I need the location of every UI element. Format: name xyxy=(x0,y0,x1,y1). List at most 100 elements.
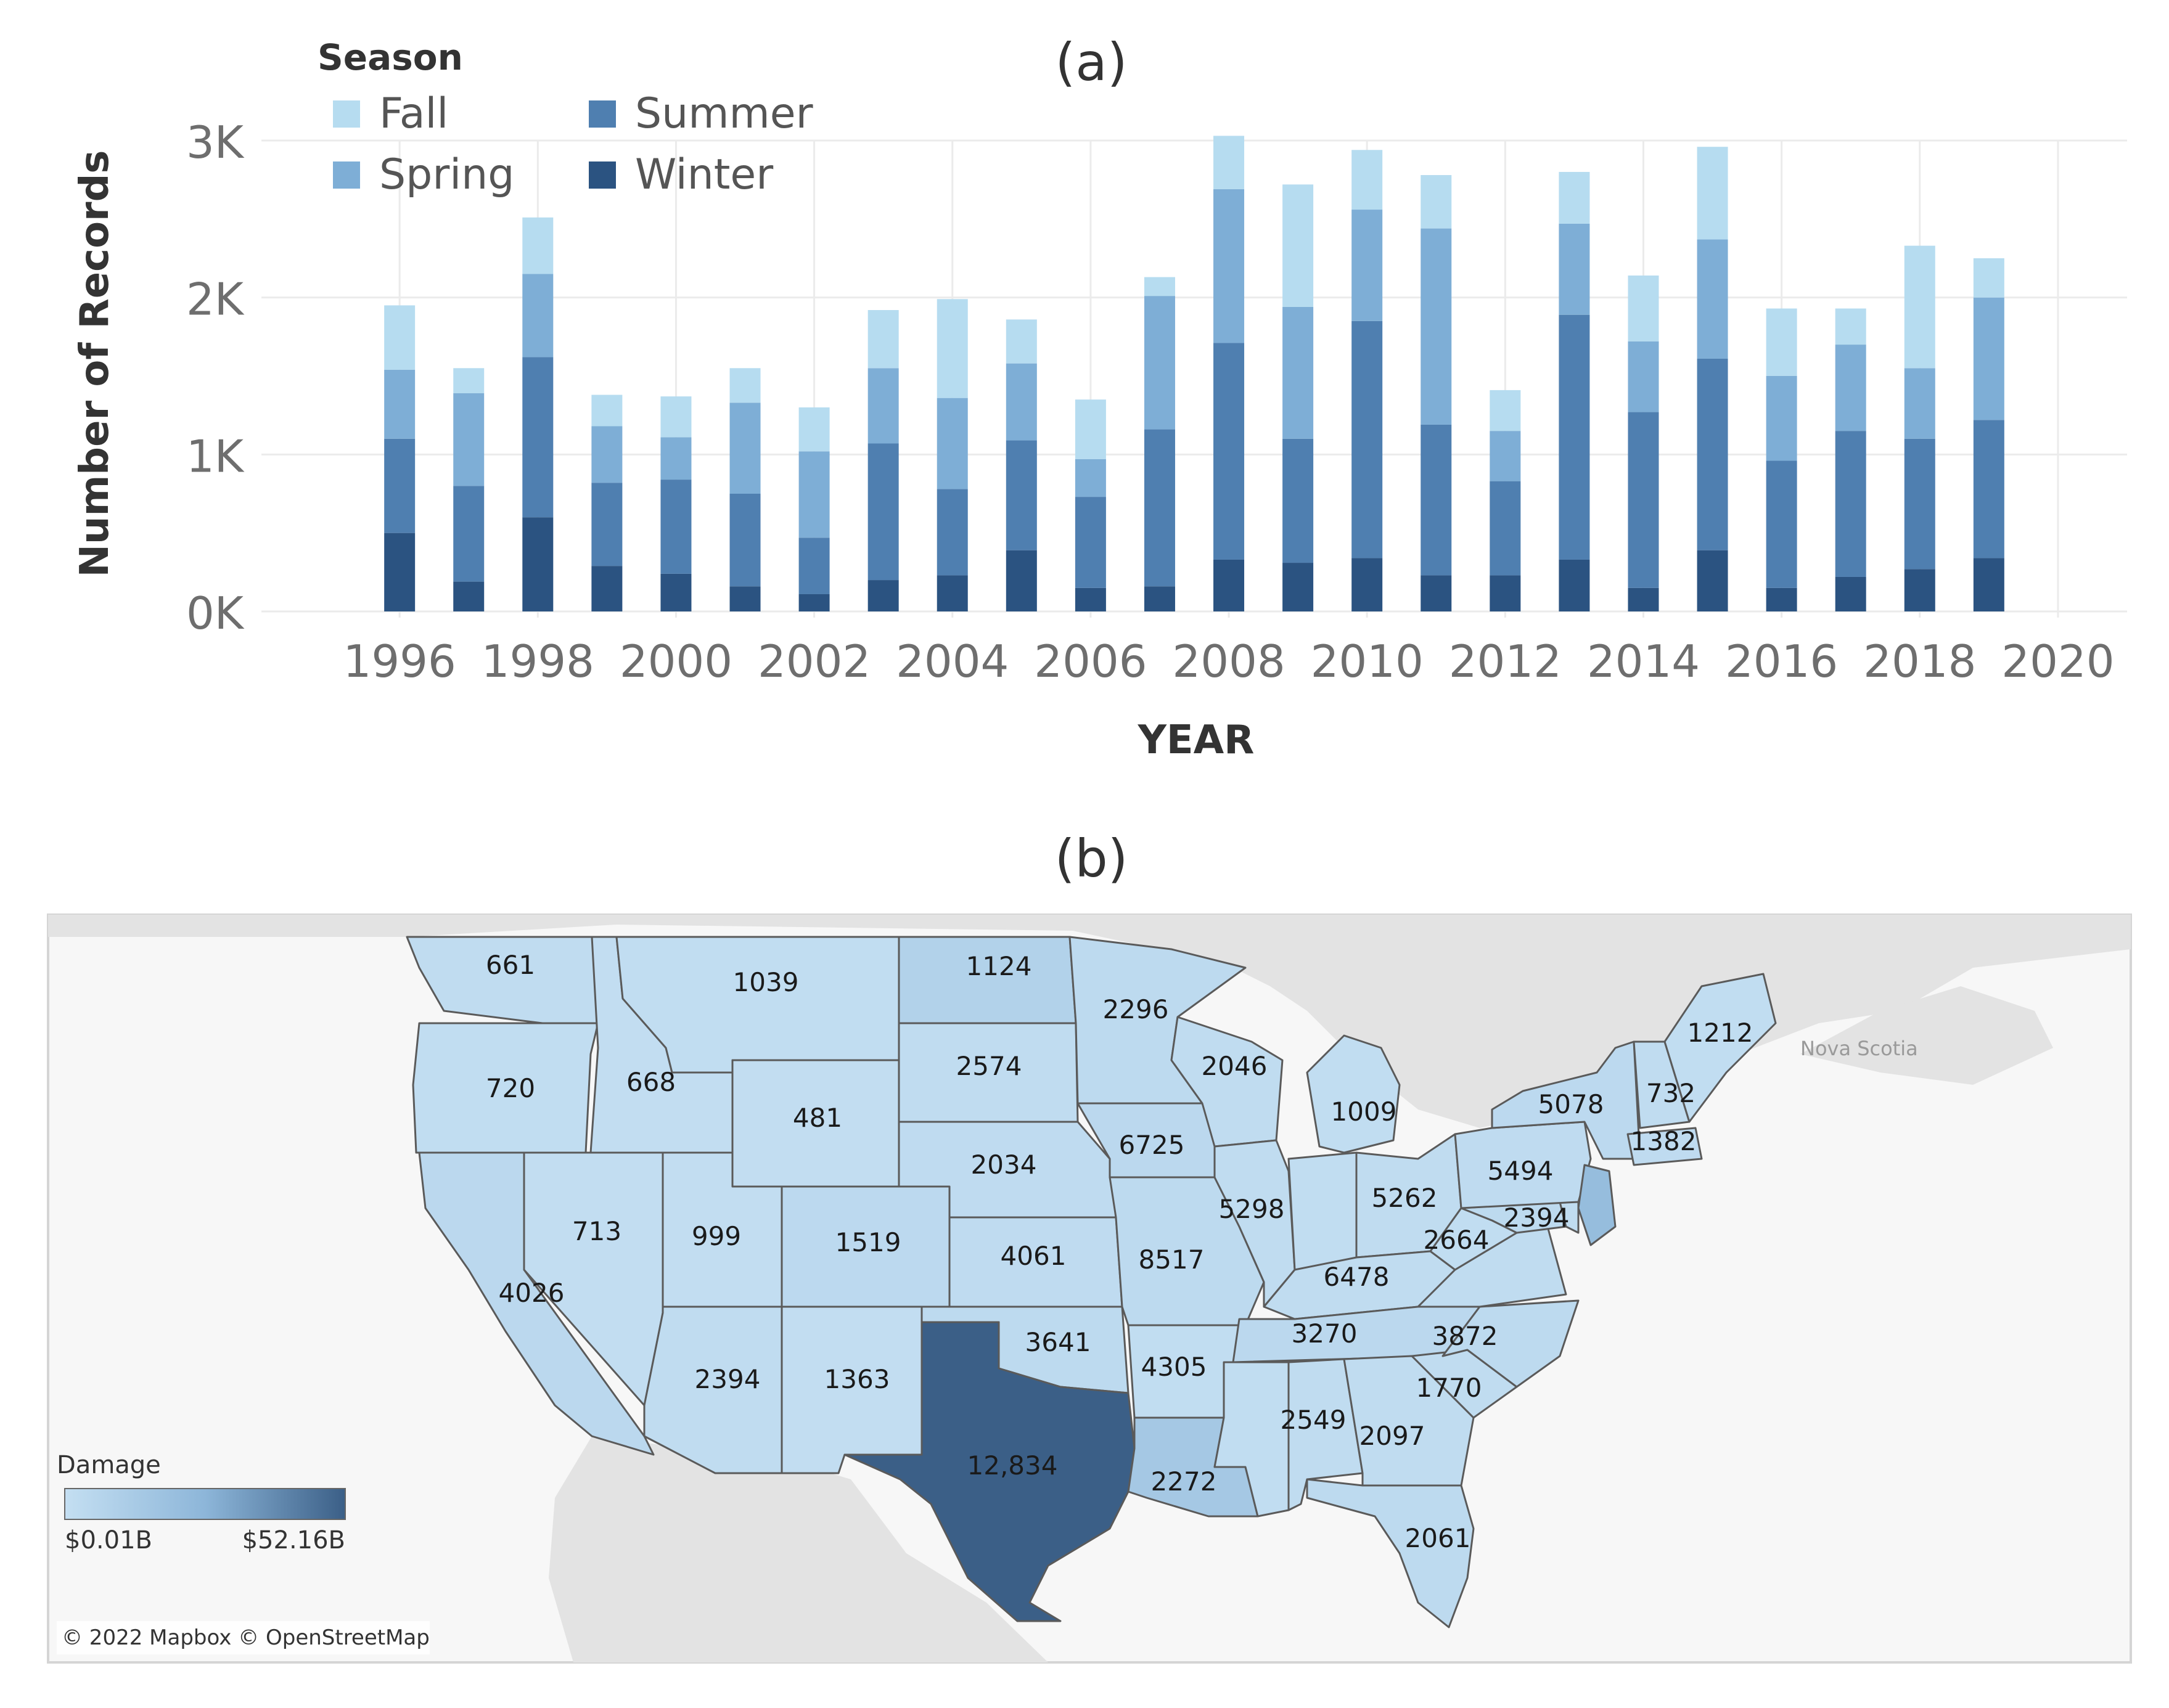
bar-segment-fall-2010[interactable] xyxy=(1351,150,1383,210)
bar-segment-spring-1996[interactable] xyxy=(384,369,416,439)
bar-segment-winter-2013[interactable] xyxy=(1559,559,1590,611)
bar-segment-spring-2000[interactable] xyxy=(660,437,692,480)
bar-segment-fall-1998[interactable] xyxy=(522,217,554,274)
bar-segment-spring-1998[interactable] xyxy=(522,274,554,358)
bar-segment-summer-1998[interactable] xyxy=(522,357,554,518)
bar-segment-summer-2016[interactable] xyxy=(1766,460,1797,588)
bar-segment-winter-2012[interactable] xyxy=(1490,575,1521,611)
bar-segment-spring-2017[interactable] xyxy=(1835,345,1866,431)
attribution[interactable]: © 2022 Mapbox © OpenStreetMap xyxy=(57,1621,430,1654)
bar-segment-winter-1999[interactable] xyxy=(591,566,623,611)
bar-segment-summer-2012[interactable] xyxy=(1490,481,1521,576)
bar-segment-winter-2011[interactable] xyxy=(1421,575,1452,611)
bar-segment-fall-1999[interactable] xyxy=(591,394,623,427)
bar-segment-summer-2015[interactable] xyxy=(1697,358,1728,550)
bar-segment-summer-2006[interactable] xyxy=(1075,497,1106,588)
state-texas[interactable] xyxy=(843,1321,1136,1622)
bar-segment-fall-2004[interactable] xyxy=(937,299,968,398)
bar-segment-winter-2007[interactable] xyxy=(1144,586,1175,611)
state-wisconsin[interactable] xyxy=(1170,1016,1284,1148)
bar-segment-fall-2006[interactable] xyxy=(1075,399,1106,459)
bar-segment-summer-2002[interactable] xyxy=(798,537,830,594)
state-maine[interactable] xyxy=(1663,973,1777,1123)
bar-segment-winter-2001[interactable] xyxy=(729,586,761,611)
bar-segment-fall-2008[interactable] xyxy=(1213,136,1245,189)
state-michigan[interactable] xyxy=(1306,1034,1401,1154)
bar-segment-summer-2010[interactable] xyxy=(1351,321,1383,558)
bar-segment-summer-2014[interactable] xyxy=(1628,412,1659,588)
bar-segment-summer-2003[interactable] xyxy=(867,443,899,581)
bar-segment-winter-2018[interactable] xyxy=(1904,569,1935,611)
bar-segment-summer-2018[interactable] xyxy=(1904,438,1935,570)
bar-segment-fall-2000[interactable] xyxy=(660,396,692,438)
state-new-jersey[interactable] xyxy=(1577,1164,1617,1246)
bar-segment-spring-2018[interactable] xyxy=(1904,368,1935,439)
bar-segment-fall-2019[interactable] xyxy=(1973,258,2004,298)
bar-segment-summer-1997[interactable] xyxy=(453,486,485,582)
bar-segment-fall-2013[interactable] xyxy=(1559,171,1590,224)
bar-segment-fall-2011[interactable] xyxy=(1421,175,1452,229)
bar-segment-summer-2001[interactable] xyxy=(729,494,761,587)
bar-segment-winter-1998[interactable] xyxy=(522,517,554,611)
bar-segment-spring-2016[interactable] xyxy=(1766,376,1797,461)
bar-segment-fall-2007[interactable] xyxy=(1144,277,1175,296)
bar-segment-summer-2007[interactable] xyxy=(1144,429,1175,587)
bar-segment-summer-2004[interactable] xyxy=(937,489,968,576)
bar-segment-winter-2009[interactable] xyxy=(1282,563,1314,611)
bar-segment-winter-1997[interactable] xyxy=(453,581,485,611)
bar-segment-fall-2009[interactable] xyxy=(1282,184,1314,307)
bar-segment-spring-2004[interactable] xyxy=(937,398,968,489)
bar-segment-fall-2014[interactable] xyxy=(1628,276,1659,341)
bar-segment-summer-2019[interactable] xyxy=(1973,420,2004,558)
bar-segment-fall-2003[interactable] xyxy=(867,310,899,369)
state-new-england[interactable] xyxy=(1626,1127,1703,1166)
bar-segment-spring-2019[interactable] xyxy=(1973,297,2004,420)
bar-segment-fall-2016[interactable] xyxy=(1766,308,1797,376)
bar-segment-spring-1997[interactable] xyxy=(453,393,485,486)
state-new-york[interactable] xyxy=(1491,1040,1641,1160)
bar-segment-winter-2019[interactable] xyxy=(1973,558,2004,611)
bar-segment-winter-2006[interactable] xyxy=(1075,587,1106,611)
bar-segment-fall-1996[interactable] xyxy=(384,305,416,370)
bar-segment-fall-2018[interactable] xyxy=(1904,245,1935,369)
attribution-text[interactable]: © 2022 Mapbox © OpenStreetMap xyxy=(62,1625,430,1650)
bar-segment-summer-2008[interactable] xyxy=(1213,343,1245,560)
bar-segment-winter-2005[interactable] xyxy=(1006,550,1037,611)
bar-segment-summer-2009[interactable] xyxy=(1282,438,1314,563)
bar-segment-winter-2000[interactable] xyxy=(660,573,692,611)
bar-segment-winter-2014[interactable] xyxy=(1628,587,1659,611)
bar-segment-fall-2001[interactable] xyxy=(729,368,761,403)
bar-segment-winter-2002[interactable] xyxy=(798,594,830,611)
bar-segment-spring-1999[interactable] xyxy=(591,426,623,483)
bar-segment-spring-2006[interactable] xyxy=(1075,459,1106,497)
bar-segment-winter-2010[interactable] xyxy=(1351,558,1383,611)
bar-segment-summer-2013[interactable] xyxy=(1559,314,1590,560)
bar-segment-spring-2003[interactable] xyxy=(867,368,899,444)
bar-segment-winter-2008[interactable] xyxy=(1213,559,1245,611)
bar-segment-fall-1997[interactable] xyxy=(453,368,485,394)
bar-segment-spring-2010[interactable] xyxy=(1351,210,1383,321)
bar-segment-spring-2007[interactable] xyxy=(1144,296,1175,430)
bar-segment-summer-2017[interactable] xyxy=(1835,431,1866,577)
bar-segment-spring-2012[interactable] xyxy=(1490,431,1521,481)
bar-segment-spring-2015[interactable] xyxy=(1697,239,1728,359)
bar-segment-spring-2002[interactable] xyxy=(798,451,830,538)
bar-segment-spring-2005[interactable] xyxy=(1006,363,1037,441)
bar-segment-winter-2003[interactable] xyxy=(867,580,899,611)
bar-segment-winter-2016[interactable] xyxy=(1766,587,1797,611)
bar-segment-spring-2013[interactable] xyxy=(1559,223,1590,315)
bar-segment-spring-2001[interactable] xyxy=(729,402,761,494)
bar-segment-spring-2008[interactable] xyxy=(1213,189,1245,343)
bar-segment-summer-2000[interactable] xyxy=(660,480,692,574)
bar-segment-winter-2017[interactable] xyxy=(1835,576,1866,611)
bar-segment-winter-2015[interactable] xyxy=(1697,550,1728,611)
state-florida[interactable] xyxy=(1306,1478,1475,1628)
bar-segment-fall-2015[interactable] xyxy=(1697,147,1728,240)
bar-segment-fall-2012[interactable] xyxy=(1490,390,1521,431)
bar-segment-spring-2014[interactable] xyxy=(1628,341,1659,412)
bar-segment-spring-2009[interactable] xyxy=(1282,306,1314,439)
bar-segment-summer-1999[interactable] xyxy=(591,483,623,566)
bar-segment-winter-1996[interactable] xyxy=(384,533,416,611)
bar-segment-fall-2017[interactable] xyxy=(1835,308,1866,345)
bar-segment-summer-1996[interactable] xyxy=(384,438,416,533)
